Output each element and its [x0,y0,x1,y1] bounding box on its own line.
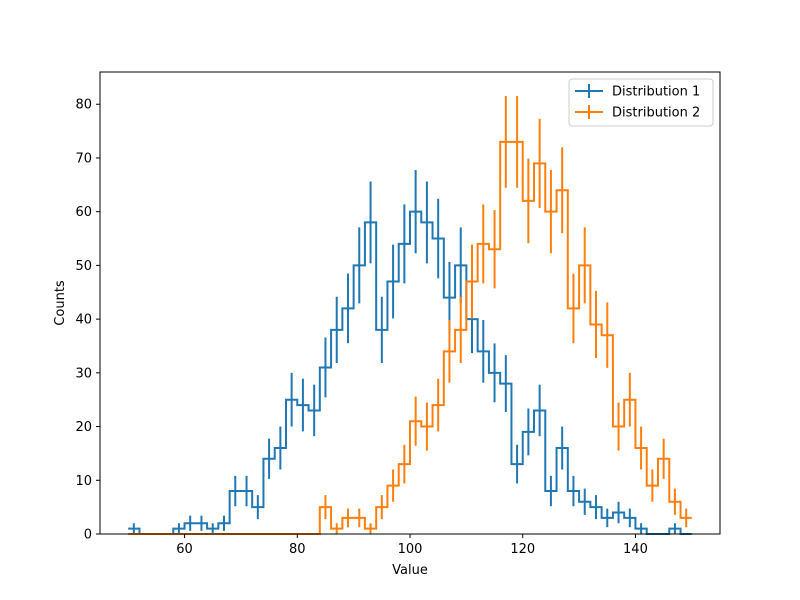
legend-label: Distribution 2 [612,106,700,121]
legend-item: Distribution 2 [575,105,700,121]
y-axis-label: Counts [53,280,68,326]
legend-label: Distribution 1 [612,85,700,100]
y-tick-label: 30 [75,366,92,381]
y-tick-label: 10 [75,474,92,489]
series-2 [128,95,692,535]
y-tick-label: 50 [75,259,92,274]
y-tick-label: 80 [75,98,92,113]
x-tick-label: 60 [176,542,193,557]
series-1-step-line [128,210,692,535]
legend-item: Distribution 1 [575,84,700,100]
legend-box [568,78,714,127]
x-tick-label: 100 [398,542,423,557]
x-tick-label: 140 [623,542,648,557]
y-tick-label: 40 [75,313,92,328]
y-tick-label: 60 [75,205,92,220]
x-axis-label: Value [392,563,428,578]
y-tick-label: 20 [75,420,92,435]
x-tick-label: 120 [510,542,535,557]
x-axis-ticks: 60 80 100 120 140 [176,534,648,557]
y-tick-label: 70 [75,151,92,166]
y-axis-ticks: 0 10 20 30 40 50 60 70 80 [75,98,100,543]
legend: Distribution 1 Distribution 2 [568,78,714,127]
y-tick-label: 0 [84,528,92,543]
series-1 [128,170,692,535]
series-layer [128,95,692,535]
x-tick-label: 80 [289,542,306,557]
